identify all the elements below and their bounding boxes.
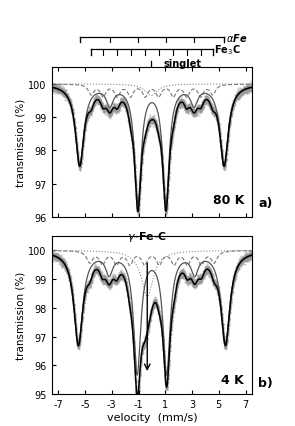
Text: a): a) <box>258 197 273 210</box>
Text: $\gamma$-Fe-C: $\gamma$-Fe-C <box>127 230 168 244</box>
X-axis label: velocity  (mm/s): velocity (mm/s) <box>106 412 197 422</box>
Y-axis label: transmission (%): transmission (%) <box>16 99 26 187</box>
Y-axis label: transmission (%): transmission (%) <box>16 271 26 359</box>
Text: b): b) <box>258 376 273 389</box>
Text: Fe$_3$C: Fe$_3$C <box>214 43 241 57</box>
Text: 4 K: 4 K <box>222 373 244 386</box>
Text: singlet: singlet <box>163 59 201 69</box>
Text: $\alpha$Fe: $\alpha$Fe <box>226 32 247 43</box>
Text: 80 K: 80 K <box>213 194 244 207</box>
